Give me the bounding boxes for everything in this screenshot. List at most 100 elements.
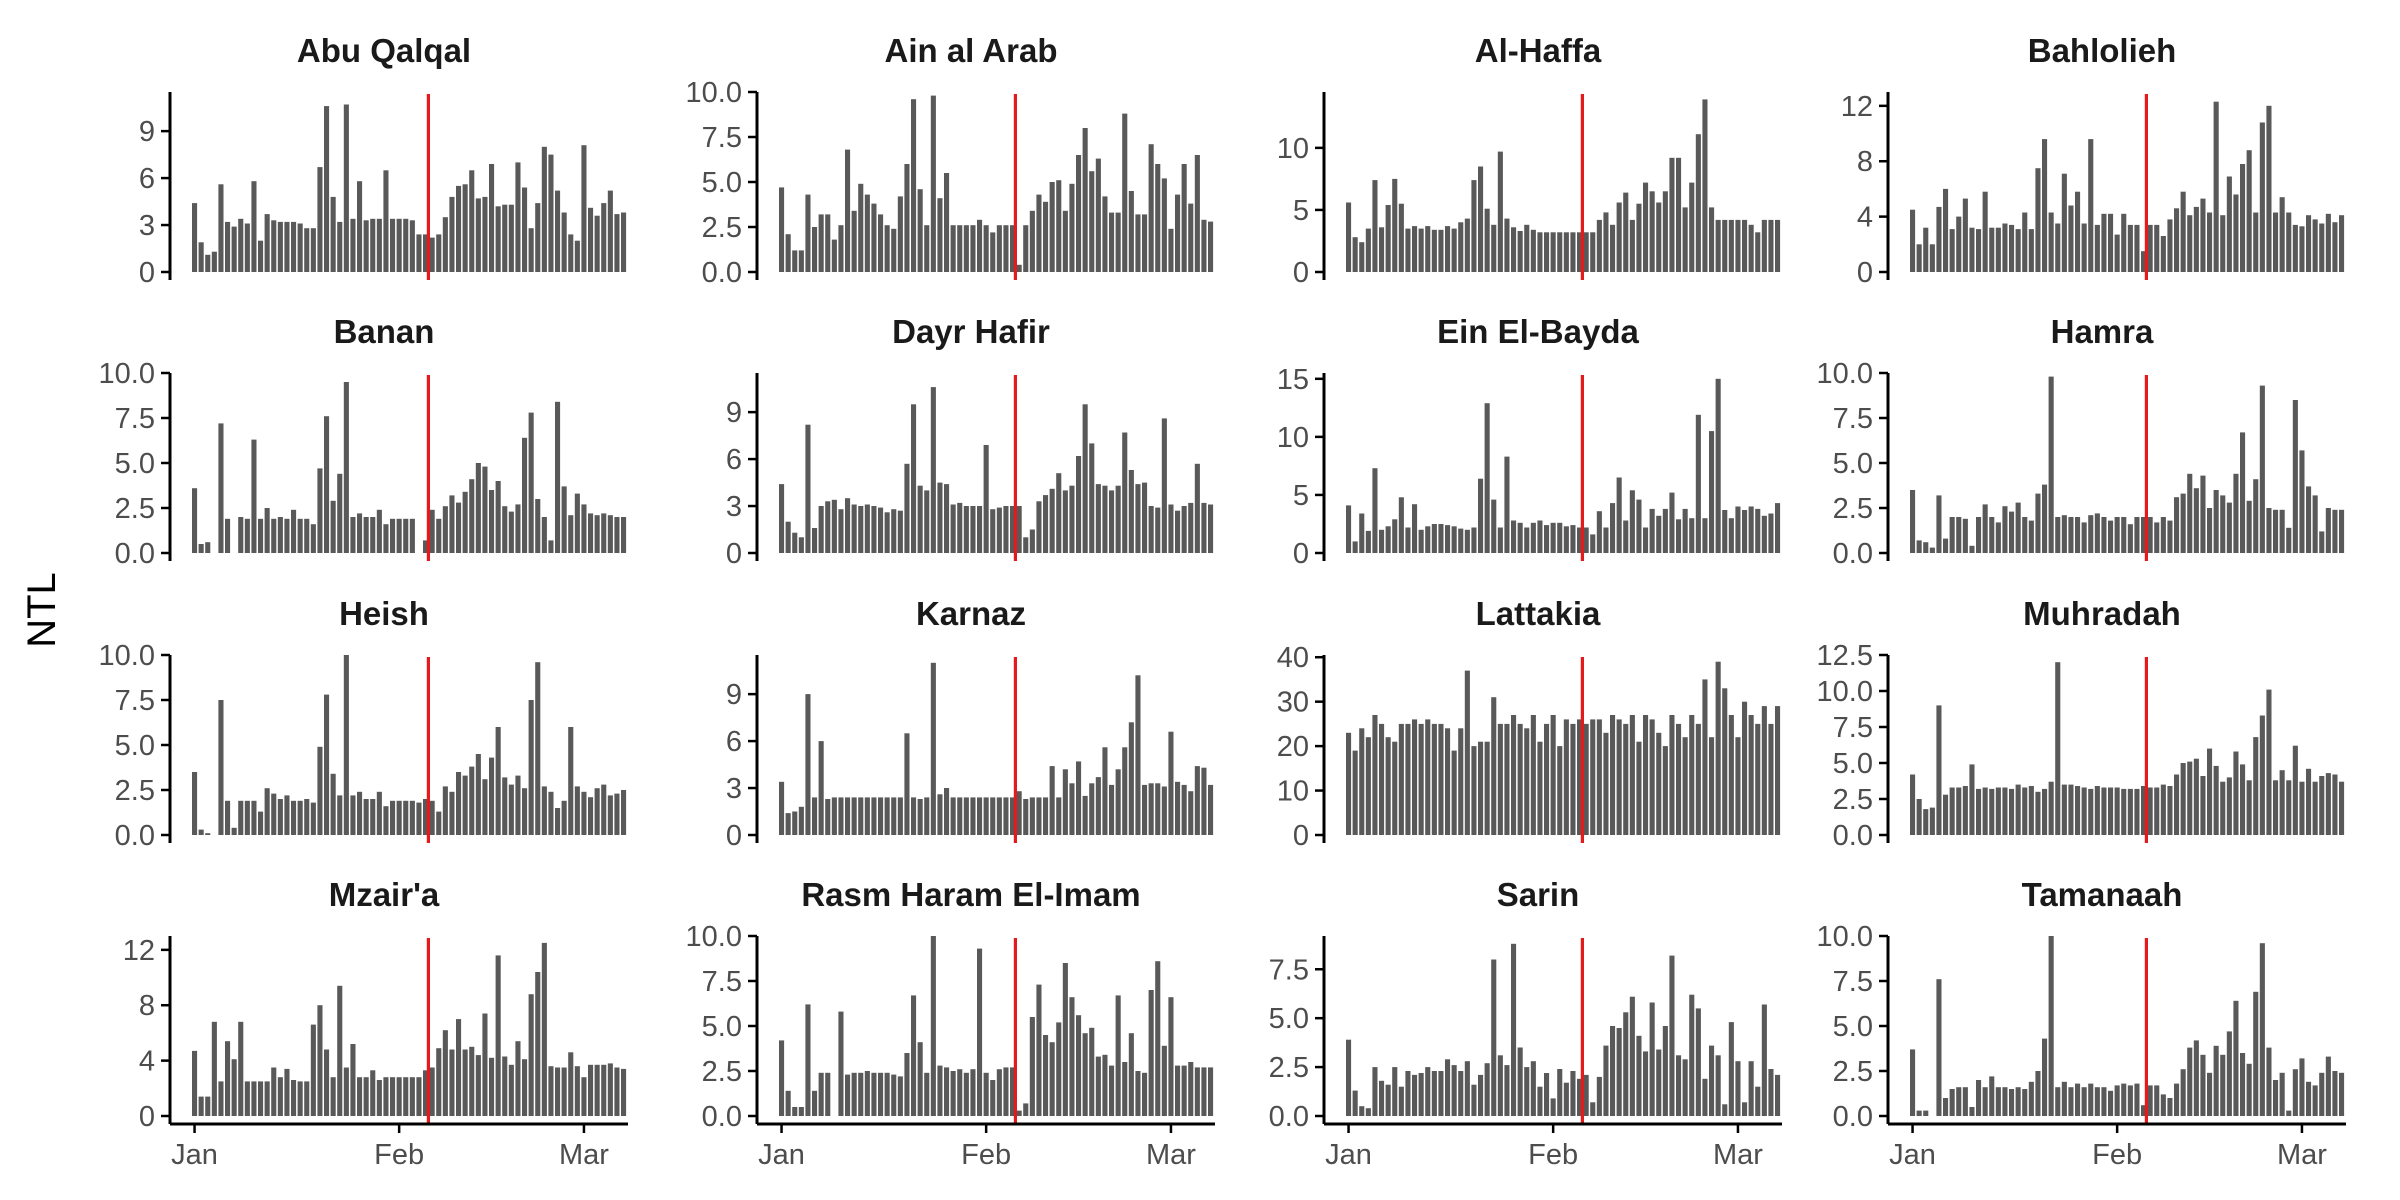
bar — [1076, 155, 1082, 272]
bar — [1181, 164, 1187, 272]
bar — [1669, 157, 1675, 272]
bar — [805, 194, 811, 272]
bar — [1194, 766, 1200, 835]
bar — [1049, 766, 1055, 835]
bar — [1616, 202, 1622, 272]
bar — [581, 145, 587, 272]
bar — [363, 517, 369, 553]
bar — [2094, 1087, 2100, 1116]
bar — [555, 190, 561, 272]
y-tick-label: 5 — [1293, 480, 1309, 512]
bar — [614, 214, 620, 272]
bar — [1962, 518, 1968, 553]
bar — [1649, 191, 1655, 272]
bar — [1023, 537, 1029, 553]
bar — [383, 806, 389, 835]
bar — [1023, 225, 1029, 272]
y-tick-label: 10.0 — [1817, 358, 1873, 390]
bar — [462, 1049, 468, 1116]
bar — [2246, 150, 2252, 272]
bar — [1392, 1067, 1398, 1116]
bar — [363, 220, 369, 272]
y-tick-label: 5 — [1293, 195, 1309, 227]
bar — [871, 506, 877, 553]
bar — [1656, 515, 1662, 553]
bar — [1431, 723, 1437, 835]
bar — [2312, 781, 2318, 835]
bar — [1616, 1028, 1622, 1116]
bar — [304, 228, 310, 272]
bar — [1748, 715, 1754, 835]
facet-panel: Lattakia 0 10 20 30 40 — [1277, 595, 1781, 852]
bar — [614, 1067, 620, 1116]
bar — [2154, 522, 2160, 553]
bar — [1161, 418, 1167, 553]
bar — [871, 797, 877, 835]
bar — [805, 694, 811, 835]
bar — [1570, 723, 1576, 835]
bar — [601, 784, 607, 835]
bar — [1775, 706, 1781, 835]
bar — [2286, 212, 2292, 272]
bar — [528, 412, 534, 553]
bar — [1168, 997, 1174, 1116]
bar — [2055, 517, 2061, 553]
bar — [1623, 1012, 1629, 1116]
bar — [1629, 715, 1635, 835]
bar — [449, 1049, 455, 1116]
bar — [198, 1096, 204, 1116]
bar — [588, 797, 594, 835]
bar — [594, 215, 600, 272]
bar — [812, 1090, 818, 1116]
bar — [2028, 229, 2034, 272]
bar — [271, 518, 277, 553]
bar — [277, 799, 283, 835]
bar — [1036, 501, 1042, 553]
bar — [1379, 1080, 1385, 1116]
bar — [957, 797, 963, 835]
bar — [198, 829, 204, 835]
bar — [1689, 182, 1695, 272]
bar — [812, 227, 818, 272]
bar — [502, 506, 508, 553]
bar — [2081, 1087, 2087, 1116]
bar — [1076, 761, 1082, 835]
bar — [337, 795, 343, 835]
bar — [1570, 1071, 1576, 1116]
bar — [1102, 485, 1108, 553]
bar — [2332, 1071, 2338, 1116]
bar — [2253, 737, 2259, 835]
bar — [192, 203, 198, 272]
bar — [2180, 493, 2186, 553]
bar — [798, 1107, 804, 1116]
bar — [1122, 432, 1128, 553]
bar — [1359, 242, 1365, 272]
bar — [1643, 715, 1649, 835]
bar — [436, 811, 442, 835]
bar — [621, 517, 627, 553]
bar — [2081, 223, 2087, 272]
bar — [1155, 961, 1161, 1116]
bar — [2279, 509, 2285, 553]
bar — [1478, 741, 1484, 835]
bar — [2154, 787, 2160, 835]
bar — [317, 746, 323, 835]
bar — [1969, 227, 1975, 272]
bar — [858, 1072, 864, 1116]
bar — [1709, 737, 1715, 835]
bar — [211, 251, 217, 272]
bar — [1155, 164, 1161, 272]
bar — [996, 225, 1002, 272]
bar — [1537, 741, 1543, 835]
bar — [297, 223, 303, 272]
bar — [205, 254, 211, 272]
bar — [2127, 524, 2133, 553]
bar — [317, 468, 323, 553]
bar — [2187, 473, 2193, 553]
bar — [1969, 764, 1975, 835]
bar — [456, 185, 462, 272]
bar — [291, 1080, 297, 1116]
bar — [343, 382, 349, 553]
bar — [970, 797, 976, 835]
bar — [2002, 223, 2008, 272]
